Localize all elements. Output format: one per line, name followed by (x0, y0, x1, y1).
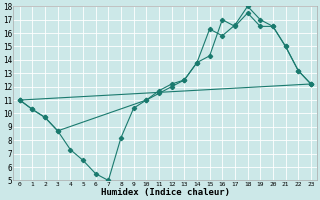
X-axis label: Humidex (Indice chaleur): Humidex (Indice chaleur) (101, 188, 230, 197)
